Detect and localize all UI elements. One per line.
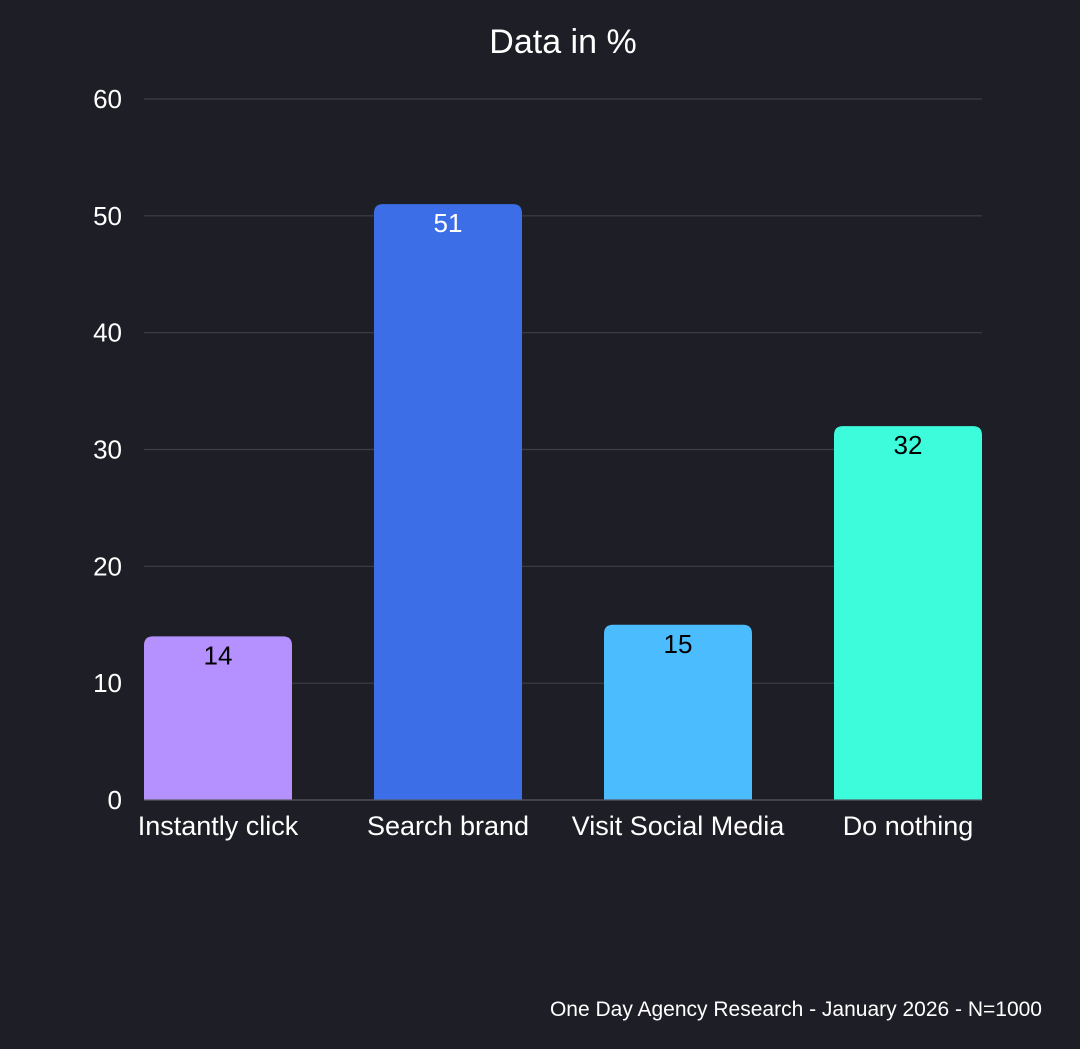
x-category-label: Do nothing [843,811,974,841]
y-tick-label: 20 [93,551,122,581]
y-axis-tick-labels: 0 10 20 30 40 50 60 [93,84,122,815]
data-label: 15 [664,629,693,659]
y-tick-label: 30 [93,435,122,465]
data-labels: 14 51 15 32 [204,208,923,670]
x-category-label: Search brand [367,811,529,841]
x-category-label: Visit Social Media [572,811,786,841]
chart-title: Data in % [489,23,636,61]
x-category-label: Instantly click [138,811,299,841]
data-label: 32 [894,430,923,460]
bar-visit-social-media [604,624,752,800]
bar-do-nothing [834,426,982,800]
y-tick-label: 40 [93,318,122,348]
x-axis-category-labels: Instantly click Search brand Visit Social … [138,811,974,841]
data-label: 14 [204,640,233,670]
y-tick-label: 0 [108,785,122,815]
data-label: 51 [434,208,463,238]
y-tick-label: 10 [93,668,122,698]
y-tick-label: 50 [93,201,122,231]
source-footnote: One Day Agency Research - January 2026 -… [549,998,1042,1021]
bar-search-brand [374,204,522,800]
bars [144,204,982,800]
y-tick-label: 60 [93,84,122,114]
bar-instantly-click [144,636,292,800]
